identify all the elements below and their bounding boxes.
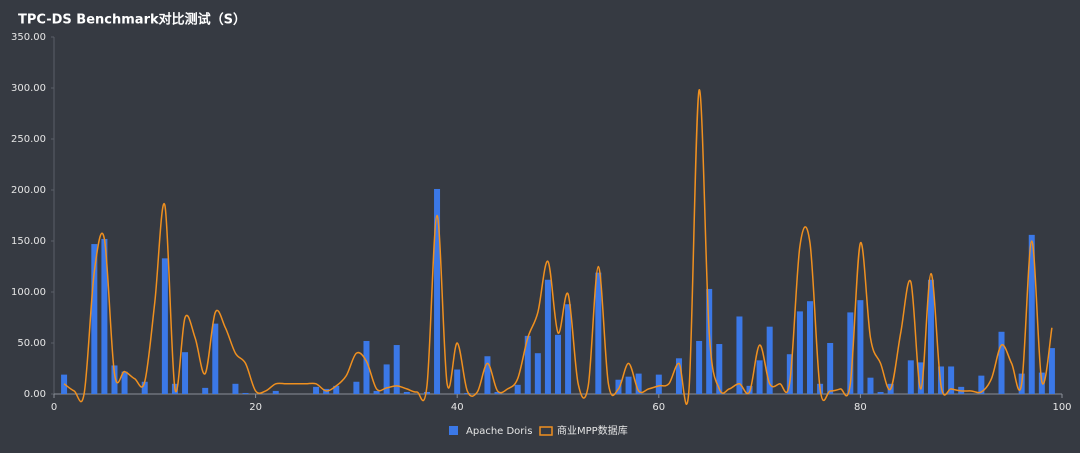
legend-swatch[interactable] (449, 426, 458, 435)
bar (595, 272, 602, 394)
bar (756, 360, 763, 394)
legend-swatch[interactable] (539, 426, 553, 436)
bar (867, 377, 874, 394)
x-tick-label: 80 (854, 402, 867, 413)
y-tick-label: 350.00 (11, 32, 46, 43)
bar (333, 385, 340, 394)
bar (141, 381, 148, 394)
bar (736, 316, 743, 394)
bar (313, 386, 320, 394)
bar (524, 335, 531, 394)
bar (393, 345, 400, 394)
bar (615, 379, 622, 394)
bar (927, 279, 934, 394)
line (63, 89, 1053, 405)
bar (696, 340, 703, 394)
y-tick-label: 0.00 (24, 389, 46, 400)
x-tick-label: 60 (652, 402, 665, 413)
bar (514, 384, 521, 394)
bar (635, 373, 642, 394)
bar (827, 343, 834, 394)
bar (675, 358, 682, 394)
bar (857, 300, 864, 394)
y-tick-label: 150.00 (11, 236, 46, 247)
y-tick-label: 200.00 (11, 185, 46, 196)
bar (91, 244, 98, 394)
y-tick-label: 250.00 (11, 134, 46, 145)
x-tick-label: 100 (1052, 402, 1071, 413)
bar (544, 279, 551, 394)
bar (655, 374, 662, 394)
bar (182, 352, 189, 394)
bar (807, 301, 813, 394)
y-tick-label: 50.00 (17, 338, 46, 349)
bar (766, 326, 773, 394)
bar (847, 312, 854, 394)
bar (161, 258, 168, 394)
bar (877, 391, 884, 394)
y-tick-label: 100.00 (11, 287, 46, 298)
bar (202, 387, 209, 394)
bar (101, 238, 108, 394)
bar (917, 362, 924, 394)
bar (907, 360, 914, 394)
bar (796, 311, 803, 394)
x-tick-label: 20 (249, 402, 262, 413)
legend-label[interactable]: 商业MPP数据库 (557, 424, 628, 437)
bar (565, 304, 572, 394)
bar (716, 344, 723, 394)
bar (948, 366, 955, 394)
bar (373, 390, 380, 394)
bar (978, 375, 985, 394)
bar (534, 353, 541, 394)
bar (212, 323, 219, 394)
legend-label[interactable]: Apache Doris (466, 426, 532, 437)
chart-title: TPC-DS Benchmark对比测试（S） (18, 12, 246, 28)
bar (494, 391, 501, 394)
bar (423, 391, 430, 394)
bar (555, 334, 561, 394)
bar (272, 390, 279, 394)
bar (434, 188, 441, 394)
bar (454, 369, 461, 394)
bar (786, 354, 793, 394)
bar (1048, 348, 1055, 394)
bar (111, 365, 118, 394)
bar (232, 383, 239, 394)
y-tick-label: 300.00 (11, 83, 46, 94)
bar (998, 331, 1005, 394)
bar (464, 392, 471, 394)
bar (383, 364, 390, 394)
bar (403, 391, 410, 394)
x-tick-label: 40 (451, 402, 464, 413)
bar (363, 340, 370, 394)
bar (121, 371, 128, 394)
bar (1028, 234, 1035, 394)
bar (242, 392, 249, 394)
bar (353, 381, 360, 394)
bar (625, 376, 632, 394)
x-tick-label: 0 (51, 402, 57, 413)
bar (484, 356, 491, 394)
